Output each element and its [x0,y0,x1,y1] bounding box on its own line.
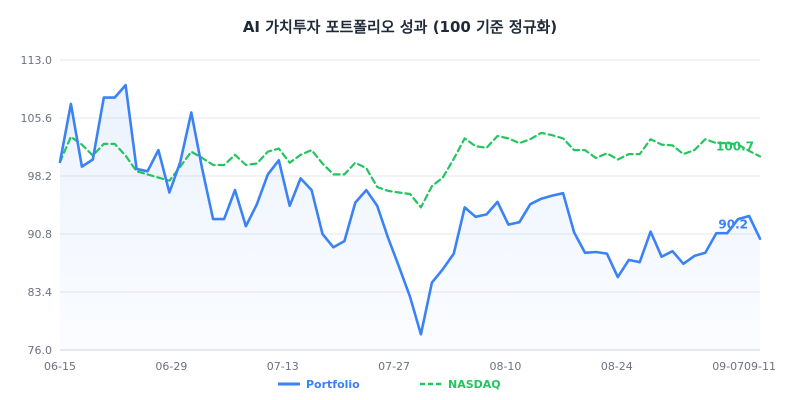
legend-label: NASDAQ [448,378,501,391]
x-tick-label: 07-27 [378,360,410,373]
y-tick-label: 98.2 [28,170,53,183]
series-line-portfolio [58,83,762,336]
y-tick-label: 76.0 [28,344,53,357]
series-group [58,83,762,350]
y-tick-label: 83.4 [28,286,53,299]
x-tick-label: 08-10 [489,360,521,373]
x-axis-ticks: 06-15 06-29 07-13 07-27 08-10 08-24 09-07 09-11 [44,360,776,373]
portfolio-end-label: 90.2 [718,218,748,232]
chart-title: AI 가치투자 포트폴리오 성과 (100 기준 정규화) [243,18,557,36]
x-tick-label: 08-24 [601,360,633,373]
x-tick-label: 06-29 [155,360,187,373]
x-tick-label: 07-13 [267,360,299,373]
x-tick-label: 09-11 [744,360,776,373]
y-tick-label: 113.0 [21,54,53,67]
y-axis-ticks: 76.0 83.4 90.8 98.2 105.6 113.0 [21,54,53,357]
legend: Portfolio NASDAQ [278,378,501,391]
end-labels: 100.7 90.2 [716,139,754,231]
portfolio-area [60,85,760,350]
y-tick-label: 90.8 [28,228,53,241]
x-tick-label: 06-15 [44,360,76,373]
legend-label: Portfolio [306,378,360,391]
x-tick-label: 09-07 [712,360,744,373]
y-tick-label: 105.6 [21,112,53,125]
nasdaq-end-label: 100.7 [716,139,754,153]
